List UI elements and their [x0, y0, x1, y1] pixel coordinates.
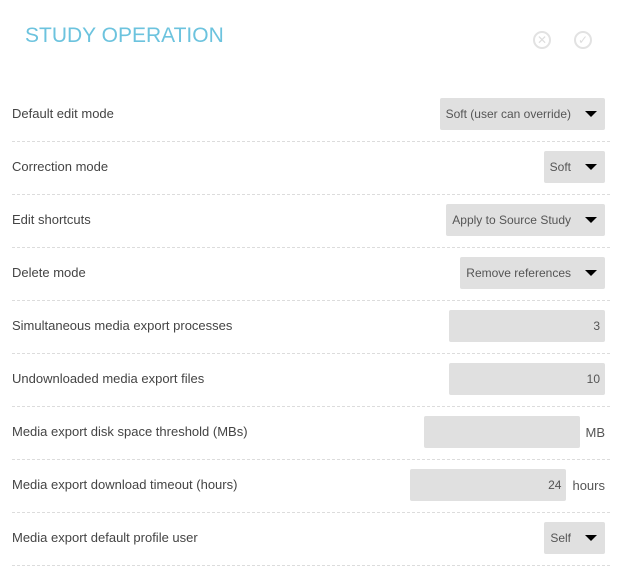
setting-control: Remove references [460, 257, 605, 289]
setting-control: Self [544, 522, 605, 554]
caret-down-icon [585, 164, 597, 170]
settings-list: Default edit mode Soft (user can override… [12, 89, 610, 566]
setting-label: Media export download timeout (hours) [12, 477, 238, 492]
setting-row: Media export download timeout (hours) 24 h… [12, 460, 610, 513]
select-value: Remove references [466, 266, 571, 280]
caret-down-icon [585, 535, 597, 541]
setting-label: Undownloaded media export files [12, 371, 205, 386]
setting-control: Apply to Source Study [446, 204, 605, 236]
setting-control: MB [423, 416, 606, 448]
select-value: Apply to Source Study [452, 213, 571, 227]
select-value: Soft [549, 160, 571, 174]
setting-row: Default edit mode Soft (user can override… [12, 89, 610, 142]
caret-down-icon [585, 217, 597, 223]
cancel-icon[interactable]: ✕ [533, 31, 551, 49]
select-value: Self [550, 531, 571, 545]
setting-label: Default edit mode [12, 106, 114, 121]
setting-row: Edit shortcuts Apply to Source Study [12, 195, 610, 248]
setting-control: 24 hours [410, 469, 605, 501]
page-title: STUDY OPERATION [25, 24, 224, 47]
setting-input[interactable]: 24 [410, 469, 567, 501]
setting-row: Undownloaded media export files 10 [12, 354, 610, 407]
select-value: Soft (user can override) [445, 107, 571, 121]
setting-label: Delete mode [12, 265, 86, 280]
setting-control: Soft (user can override) [439, 98, 605, 130]
setting-label: Media export default profile user [12, 530, 198, 545]
setting-input[interactable]: 3 [449, 310, 605, 342]
setting-label: Simultaneous media export processes [12, 318, 233, 333]
caret-down-icon [585, 111, 597, 117]
setting-select[interactable]: Remove references [460, 257, 605, 289]
setting-row: Correction mode Soft [12, 142, 610, 195]
setting-input[interactable]: 10 [449, 363, 605, 395]
setting-label: Media export disk space threshold (MBs) [12, 424, 248, 439]
confirm-icon[interactable]: ✓ [574, 31, 592, 49]
setting-select[interactable]: Soft (user can override) [439, 98, 605, 130]
setting-select[interactable]: Self [544, 522, 605, 554]
setting-control: 3 [449, 310, 605, 342]
unit-label: MB [585, 424, 606, 440]
setting-label: Correction mode [12, 159, 109, 174]
setting-row: Simultaneous media export processes 3 [12, 301, 610, 354]
setting-row: Media export disk space threshold (MBs) M… [12, 407, 610, 460]
setting-control: 10 [449, 363, 605, 395]
setting-input[interactable] [423, 416, 580, 448]
setting-control: Soft [543, 151, 605, 183]
setting-label: Edit shortcuts [12, 212, 91, 227]
unit-label: hours [572, 477, 605, 493]
setting-select[interactable]: Apply to Source Study [446, 204, 605, 236]
setting-select[interactable]: Soft [543, 151, 605, 183]
caret-down-icon [585, 270, 597, 276]
setting-row: Delete mode Remove references [12, 248, 610, 301]
setting-row: Media export default profile user Self [12, 513, 610, 566]
